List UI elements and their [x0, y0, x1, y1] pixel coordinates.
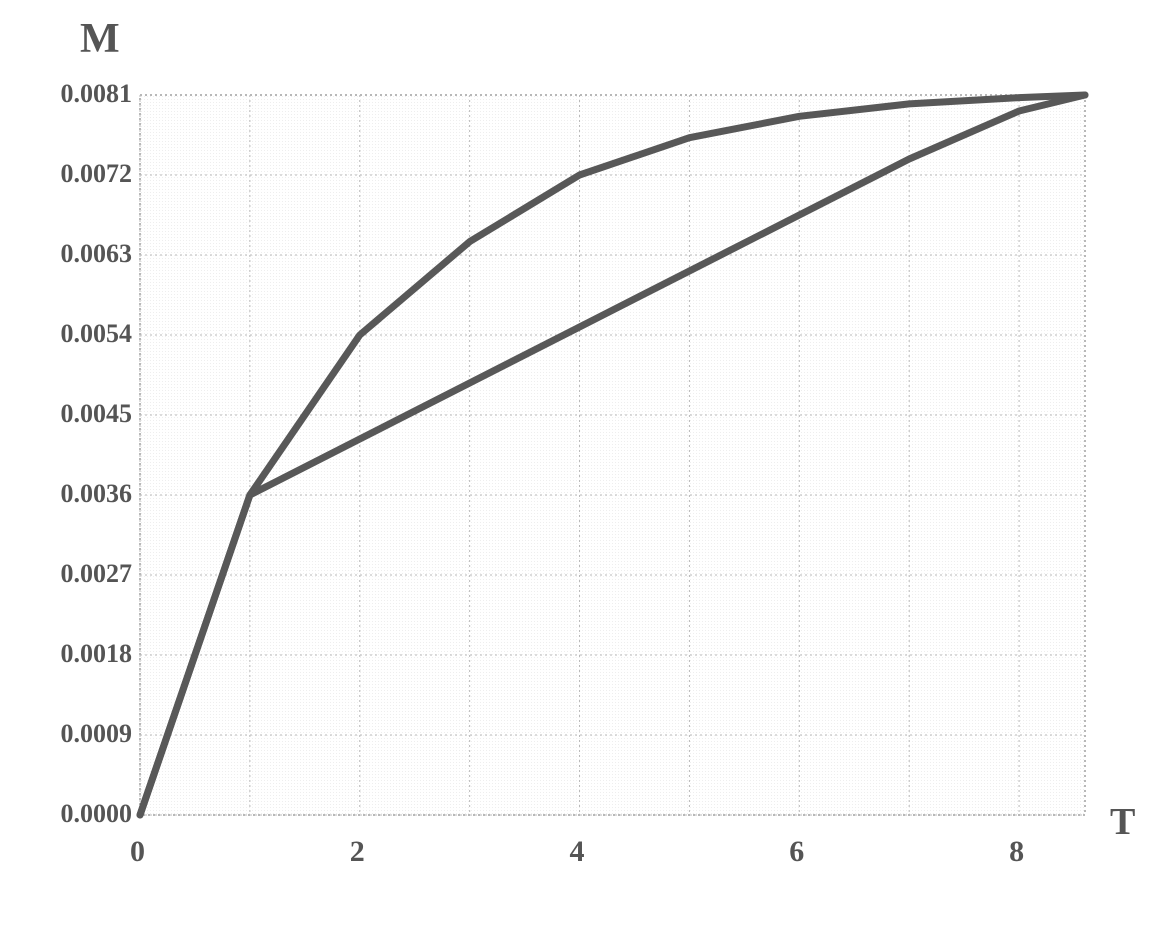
- y-tick-label: 0.0081: [61, 79, 133, 109]
- y-tick-label: 0.0000: [61, 799, 133, 829]
- chart-container: M T 0.0000 0.0009 0.0018 0.0027 0.0036 0.0045…: [0, 0, 1166, 931]
- y-tick-label: 0.0027: [61, 559, 133, 589]
- x-tick-label: 2: [350, 835, 365, 869]
- x-tick-label: 0: [130, 835, 145, 869]
- y-axis-title: M: [80, 15, 120, 63]
- y-tick-label: 0.0036: [61, 479, 133, 509]
- x-tick-label: 6: [789, 835, 804, 869]
- x-axis-title: T: [1110, 800, 1135, 844]
- x-tick-label: 4: [570, 835, 585, 869]
- y-tick-label: 0.0018: [61, 639, 133, 669]
- y-tick-label: 0.0009: [61, 719, 133, 749]
- x-tick-label: 8: [1009, 835, 1024, 869]
- y-tick-label: 0.0063: [61, 239, 133, 269]
- y-tick-label: 0.0072: [61, 159, 133, 189]
- y-tick-label: 0.0054: [61, 319, 133, 349]
- y-tick-label: 0.0045: [61, 399, 133, 429]
- plot-svg: [0, 0, 1166, 931]
